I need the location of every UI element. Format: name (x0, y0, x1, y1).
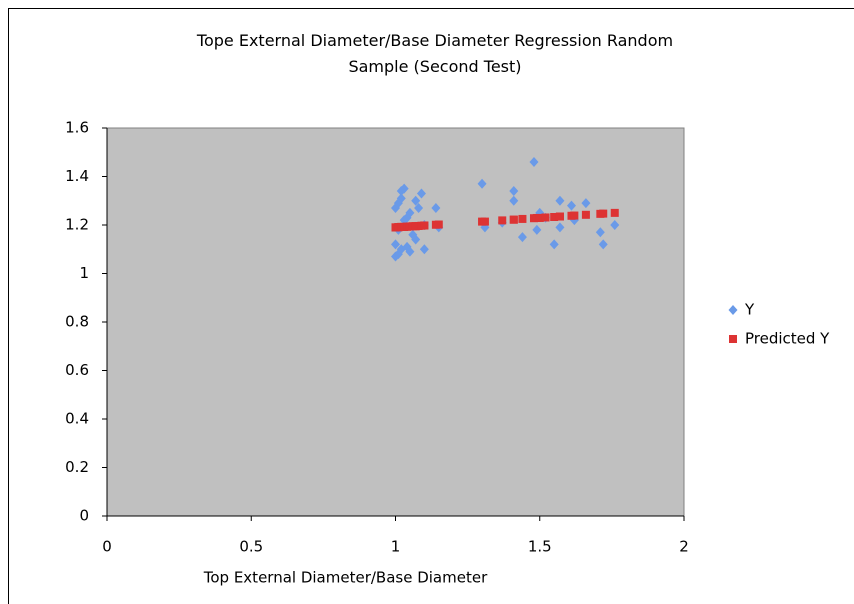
point (598, 239, 608, 250)
point (498, 216, 507, 225)
point (391, 239, 400, 250)
y-tick-label: 0.6 (65, 361, 89, 379)
x-tick-label: 2 (679, 538, 689, 556)
point (610, 208, 619, 217)
point (509, 186, 519, 197)
y-tick-label: 0.8 (65, 313, 89, 331)
y-tick-label: 1.2 (65, 216, 89, 234)
point (420, 221, 429, 230)
point (509, 215, 518, 224)
x-tick-label: 1 (391, 538, 401, 556)
point (480, 217, 489, 226)
x-tick-label: 0 (102, 538, 112, 556)
point (549, 239, 559, 250)
y-tick-label: 1.4 (65, 167, 89, 185)
point (419, 244, 429, 255)
point (509, 195, 519, 206)
point (555, 222, 565, 233)
point (477, 178, 487, 189)
point (570, 211, 579, 220)
plot-area (106, 127, 685, 517)
point (517, 232, 527, 243)
point (405, 246, 415, 257)
point (581, 210, 590, 219)
point (518, 214, 527, 223)
point (599, 209, 608, 218)
y-tick-label: 1.6 (65, 119, 89, 137)
x-tick-label: 1.5 (528, 538, 552, 556)
point (411, 234, 421, 245)
x-tick-label: 0.5 (239, 538, 263, 556)
x-axis-label: Top External Diameter/Base Diameter (203, 569, 488, 587)
point (550, 212, 559, 221)
point (541, 213, 550, 222)
point (431, 203, 441, 214)
legend-label: Y (744, 301, 755, 319)
point (399, 183, 409, 194)
point (566, 200, 576, 211)
y-tick-label: 0.2 (65, 458, 89, 476)
point (532, 224, 542, 235)
point (396, 193, 406, 204)
point (414, 203, 424, 214)
legend-marker (728, 305, 738, 315)
point (416, 188, 426, 199)
point (405, 207, 415, 218)
point (581, 198, 591, 209)
point (595, 227, 605, 238)
legend-label: Predicted Y (745, 330, 830, 348)
point (411, 195, 421, 206)
point (555, 195, 565, 206)
y-tick-label: 1 (79, 264, 89, 282)
y-tick-label: 0 (79, 507, 89, 525)
y-tick-label: 0.4 (65, 410, 89, 428)
point (610, 220, 620, 230)
point (555, 212, 564, 221)
point (535, 213, 544, 222)
chart-title: Tope External Diameter/Base Diameter Reg… (196, 31, 674, 76)
point (529, 156, 539, 167)
point (434, 220, 443, 229)
legend-marker (729, 335, 737, 343)
